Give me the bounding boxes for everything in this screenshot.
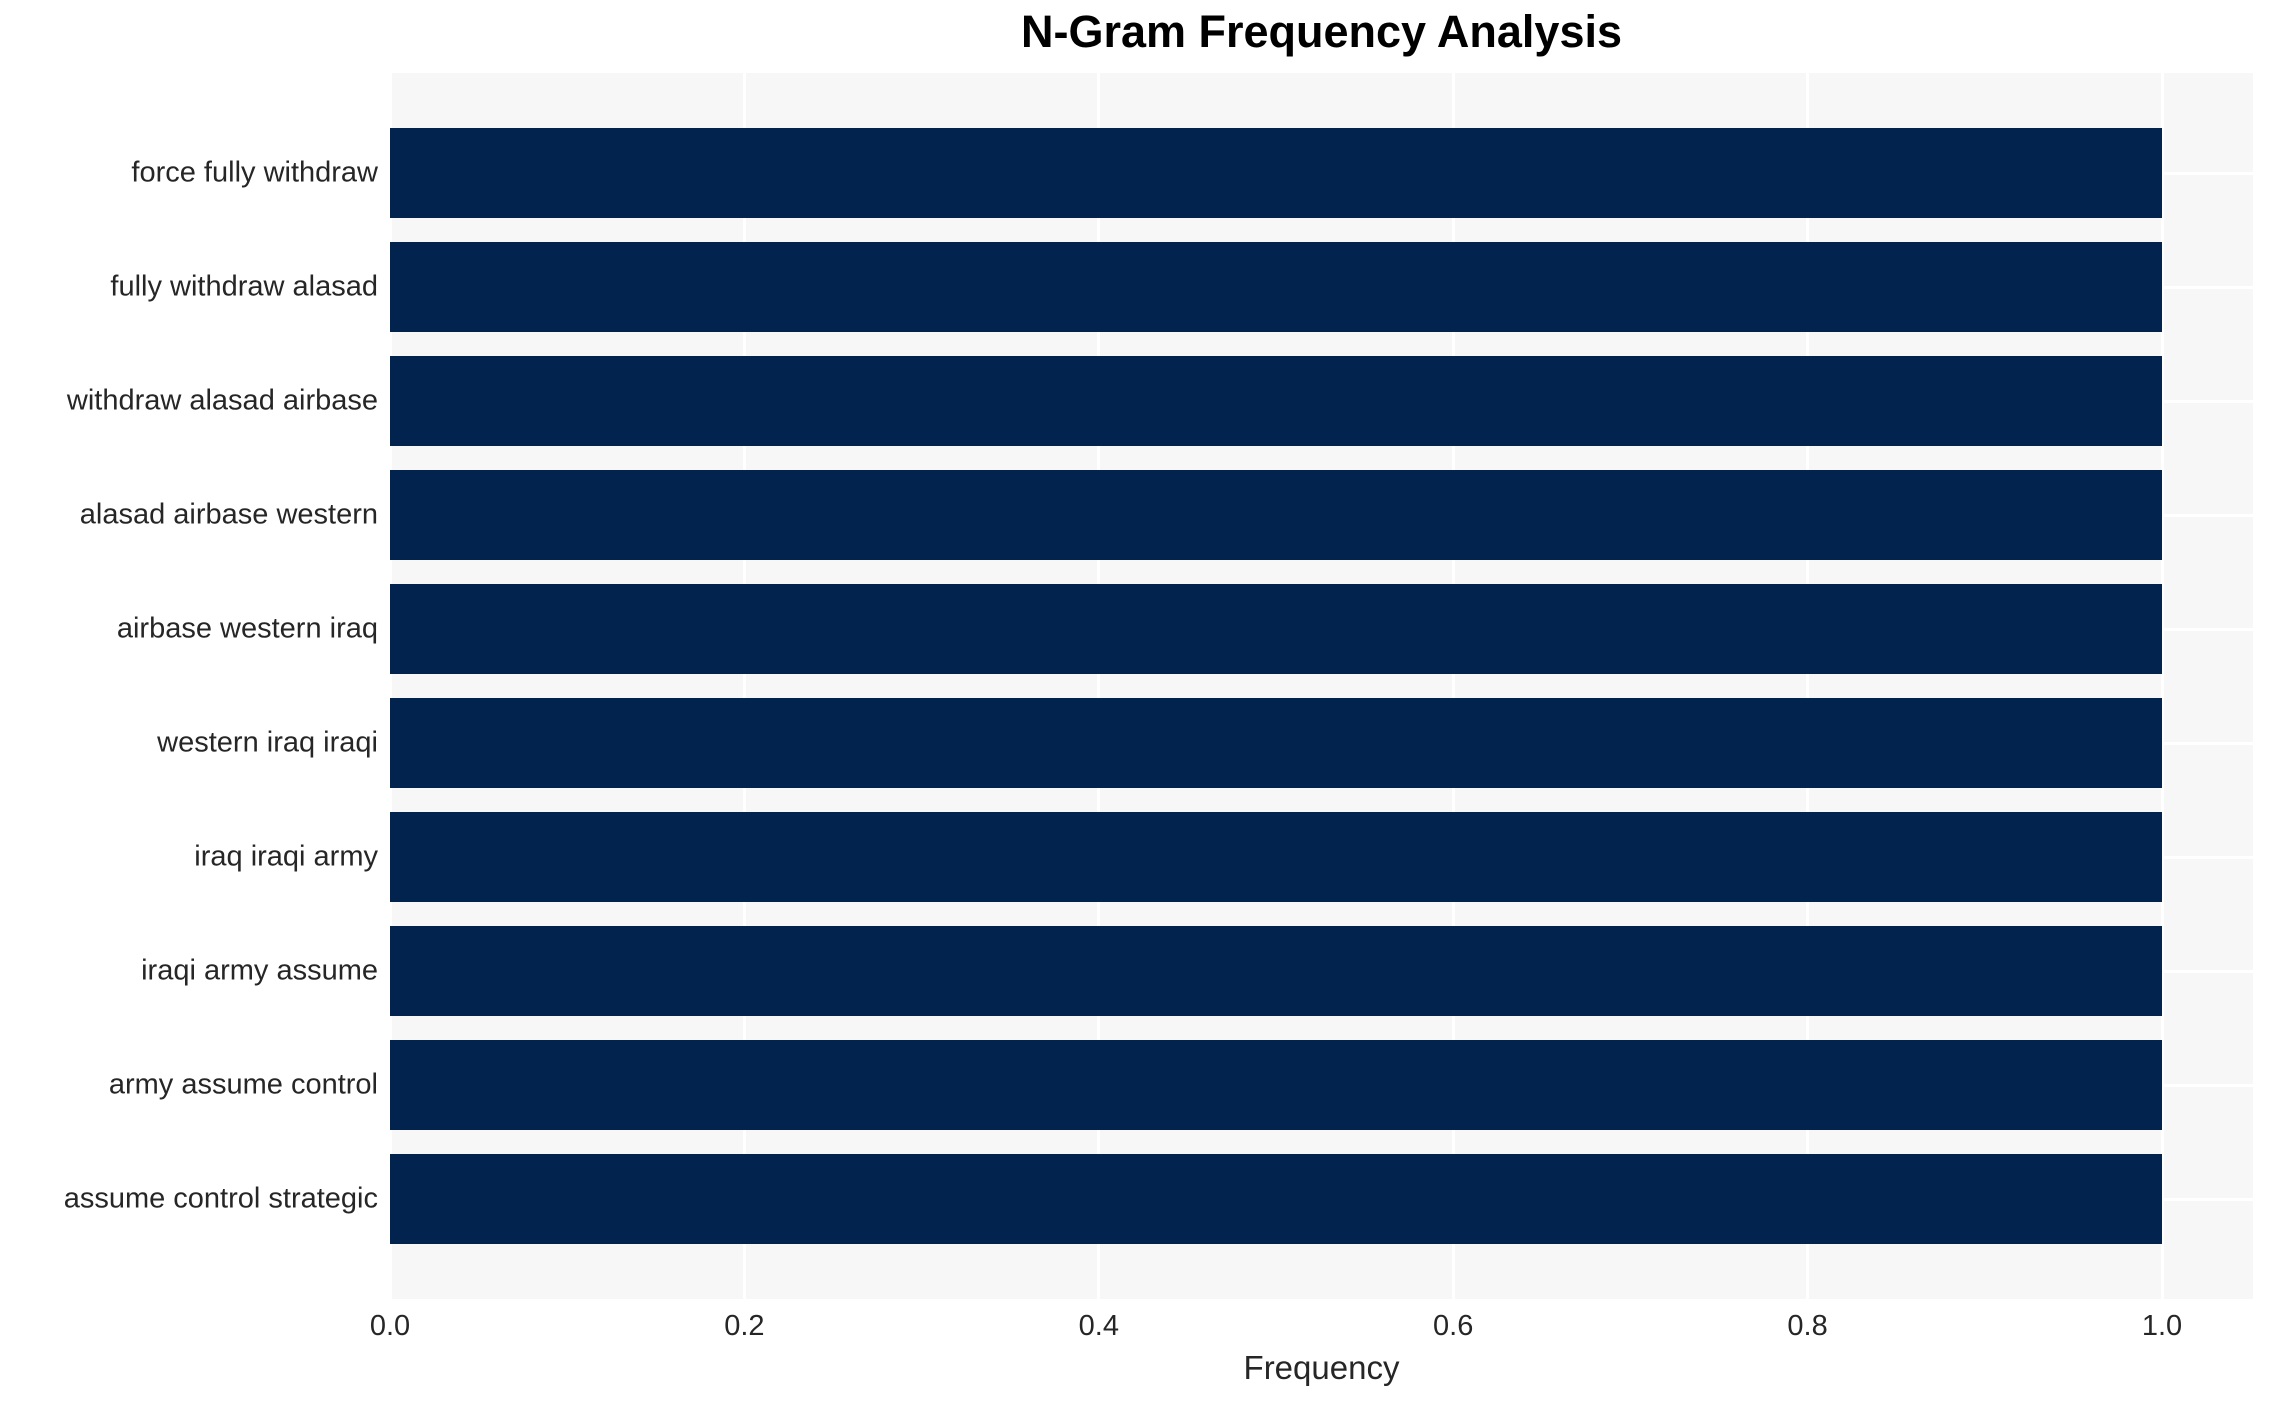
y-tick-label: alasad airbase western xyxy=(79,498,378,531)
bar xyxy=(390,584,2162,674)
y-tick-label: iraqi army assume xyxy=(141,954,378,987)
y-tick-label: iraq iraqi army xyxy=(194,840,378,873)
bar xyxy=(390,926,2162,1016)
y-tick-label: force fully withdraw xyxy=(131,156,378,189)
bar xyxy=(390,470,2162,560)
bar xyxy=(390,1154,2162,1244)
y-tick-label: fully withdraw alasad xyxy=(110,270,378,303)
bar xyxy=(390,356,2162,446)
x-tick-label: 0.6 xyxy=(1433,1310,1474,1342)
x-tick-label: 0.2 xyxy=(724,1310,765,1342)
x-tick-label: 1.0 xyxy=(2141,1310,2183,1342)
x-tick-label: 0.4 xyxy=(1078,1310,1119,1342)
grid-line-vertical xyxy=(2160,73,2164,1299)
grid-line-vertical xyxy=(1097,73,1101,1299)
x-tick-label: 0.0 xyxy=(369,1310,411,1342)
bar xyxy=(390,1040,2162,1130)
y-tick-label: withdraw alasad airbase xyxy=(66,384,378,417)
plot-area xyxy=(388,73,2253,1299)
y-tick-label: western iraq iraqi xyxy=(157,726,378,759)
y-tick-label: airbase western iraq xyxy=(116,612,378,645)
grid-line-vertical xyxy=(388,73,392,1299)
chart-title: N-Gram Frequency Analysis xyxy=(1020,6,1623,57)
grid-line-vertical xyxy=(1806,73,1810,1299)
bar xyxy=(390,242,2162,332)
bar xyxy=(390,128,2162,218)
grid-line-vertical xyxy=(742,73,746,1299)
x-tick-label: 0.8 xyxy=(1787,1310,1828,1342)
bar xyxy=(390,812,2162,902)
y-tick-label: army assume control xyxy=(108,1068,378,1101)
grid-line-vertical xyxy=(1451,73,1455,1299)
x-axis-label: Frequency xyxy=(1243,1349,1400,1386)
y-tick-label: assume control strategic xyxy=(63,1182,378,1215)
bar xyxy=(390,698,2162,788)
